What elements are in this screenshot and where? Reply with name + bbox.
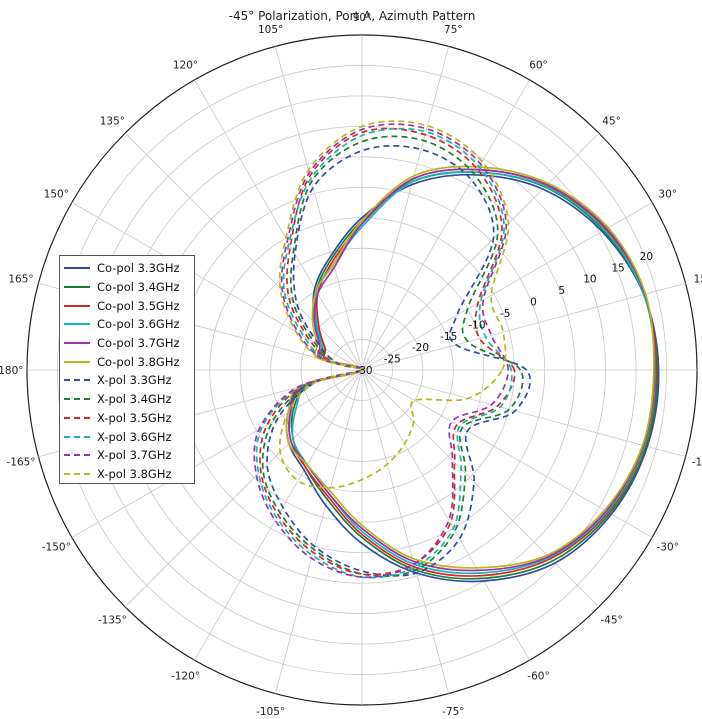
radial-tick-label: 10 [583,274,596,286]
radial-tick-label: -5 [500,308,510,320]
angular-grid-line [194,79,363,371]
angular-grid-line [124,132,363,371]
angular-grid-line [361,369,450,694]
angular-tick-label: 15° [694,274,702,286]
angular-tick-label: -165° [6,456,35,468]
radial-tick-label: -10 [468,319,485,331]
legend-item: X-pol 3.7GHz [64,446,194,465]
legend-label: Co-pol 3.5GHz [97,298,180,313]
angular-tick-label: -15° [692,456,702,468]
radial-tick-label: 20 [640,251,653,263]
legend-item: X-pol 3.3GHz [64,371,194,390]
series-line [266,145,532,577]
legend-label: Co-pol 3.6GHz [97,317,180,332]
angular-grid-line [124,369,363,608]
angular-tick-label: -30° [657,542,679,554]
angular-tick-label: 90° [353,12,372,24]
radial-tick-labels: -30 -25 -20 -15 -10 -5 0 5 10 15 20 [355,251,653,377]
angular-grid-line [361,46,450,371]
legend-item: X-pol 3.8GHz [64,465,194,484]
series-lines [253,120,660,583]
angular-grid-line [361,369,600,608]
angular-tick-label: 45° [602,115,621,127]
legend-swatch [64,304,90,307]
angular-grid-line [361,369,530,661]
legend-item: Co-pol 3.5GHz [64,296,194,315]
legend-swatch [64,472,90,475]
legend-item: X-pol 3.6GHz [64,427,194,446]
angular-grid-line [361,132,600,371]
legend-swatch [64,454,90,457]
angular-grid-line [361,79,530,371]
angular-tick-label: 150° [44,189,69,201]
angular-tick-label: -150° [42,542,71,554]
legend-label: Co-pol 3.7GHz [97,336,180,351]
legend-swatch [64,360,90,363]
angular-grid-line [274,369,363,694]
angular-grid-line [361,369,653,538]
legend-item: Co-pol 3.3GHz [64,259,194,278]
legend-item: Co-pol 3.6GHz [64,315,194,334]
angular-grid-line [361,282,686,371]
radial-tick-label: -25 [384,354,401,366]
angular-tick-label: 105° [258,24,283,36]
legend-swatch [64,379,90,382]
angular-tick-labels: 0°15°30°45°60°75°90°105°120°135°150°165°… [0,12,702,719]
angular-grid-line [274,46,363,371]
legend-label: X-pol 3.4GHz [97,392,172,407]
angular-tick-label: 60° [529,59,548,71]
angular-tick-label: -105° [256,706,285,718]
angular-grid-line [361,369,686,458]
legend-swatch [64,342,90,345]
series-line [278,120,510,489]
legend-item: Co-pol 3.7GHz [64,334,194,353]
series-line [259,127,516,576]
angular-tick-label: 75° [444,24,463,36]
angular-tick-label: -45° [600,615,622,627]
angular-grid-line [71,369,363,538]
angular-tick-label: -180° [0,365,24,377]
legend-label: X-pol 3.6GHz [97,429,172,444]
legend-label: X-pol 3.5GHz [97,410,172,425]
legend-label: Co-pol 3.3GHz [97,261,180,276]
legend-swatch [64,323,90,326]
legend-swatch [64,267,90,270]
legend-label: Co-pol 3.4GHz [97,280,180,295]
radial-tick-label: 5 [558,285,565,297]
legend-label: X-pol 3.3GHz [97,373,172,388]
angular-tick-label: 135° [100,115,125,127]
radial-tick-label: -20 [412,342,429,354]
chart-title: -45° Polarization, Port A, Azimuth Patte… [229,9,476,23]
legend-swatch [64,435,90,438]
legend-item: X-pol 3.4GHz [64,390,194,409]
legend-label: X-pol 3.8GHz [97,466,172,481]
radial-tick-label: 0 [530,297,537,309]
legend-item: Co-pol 3.8GHz [64,352,194,371]
legend-item: Co-pol 3.4GHz [64,278,194,297]
angular-tick-label: 120° [173,59,198,71]
legend-label: X-pol 3.7GHz [97,448,172,463]
radial-tick-label: -15 [440,331,457,343]
legend: Co-pol 3.3GHz Co-pol 3.4GHz Co-pol 3.5GHz C… [59,255,195,484]
legend-label: Co-pol 3.8GHz [97,354,180,369]
angular-tick-label: -135° [98,615,127,627]
legend-item: X-pol 3.5GHz [64,409,194,428]
legend-swatch [64,398,90,401]
legend-swatch [64,416,90,419]
radial-tick-label: 15 [611,262,624,274]
angular-tick-label: -120° [171,671,200,683]
angular-tick-label: 165° [8,274,33,286]
angular-tick-label: -75° [442,706,464,718]
angular-tick-label: -60° [527,671,549,683]
angular-grid-line [71,202,363,371]
angular-tick-label: 30° [658,189,677,201]
legend-swatch [64,286,90,289]
radial-tick-label: -30 [355,365,372,377]
